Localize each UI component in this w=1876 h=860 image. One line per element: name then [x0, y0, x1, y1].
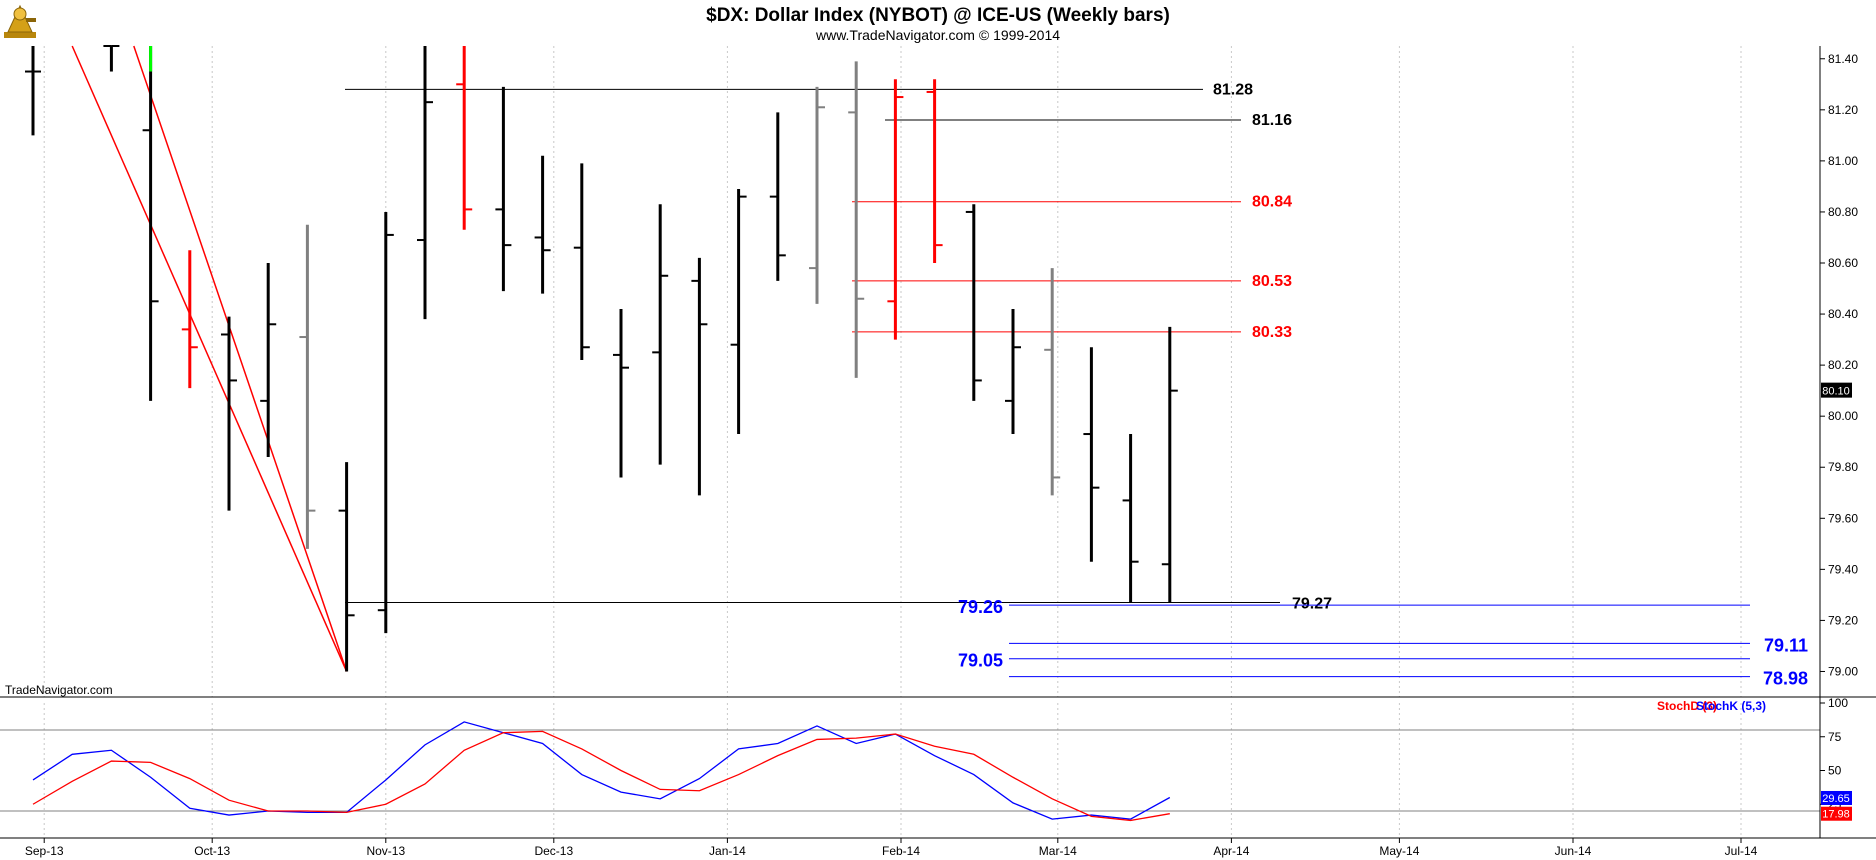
- level-label-81-28: 81.28: [1213, 81, 1253, 98]
- watermark: TradeNavigator.com: [5, 683, 113, 697]
- level-label-81-16: 81.16: [1252, 112, 1292, 129]
- level-label-80-84: 80.84: [1252, 194, 1292, 211]
- ohlc-bar: [652, 204, 669, 465]
- ohlc-bar: [926, 79, 943, 263]
- price-tick-label: 79.00: [1828, 664, 1858, 678]
- ohlc-bar: [456, 46, 473, 230]
- ohlc-bar: [887, 79, 904, 340]
- ohlc-bar: [25, 46, 41, 136]
- ohlc-bar: [103, 45, 120, 72]
- price-tick-label: 80.00: [1828, 409, 1858, 423]
- ohlc-bar: [730, 188, 747, 435]
- level-label-79-11: 79.11: [1764, 635, 1808, 655]
- ohlc-bar: [260, 263, 277, 458]
- last-price-badge: [1821, 382, 1852, 398]
- gridlines: [43, 46, 1742, 838]
- trendline-2: [133, 45, 348, 672]
- ohlc-bar: [809, 86, 825, 304]
- price-tick-label: 81.20: [1828, 103, 1858, 117]
- stochd-badge: [1821, 806, 1852, 821]
- ohlc-bar: [221, 316, 237, 511]
- ohlc-bar: [495, 86, 512, 292]
- level-label-80-53: 80.53: [1252, 273, 1292, 290]
- ohlc-bar: [1122, 434, 1139, 603]
- ohlc-bar: [1083, 347, 1100, 562]
- ohlc-bar: [1161, 326, 1178, 603]
- stochk-legend: StochK (5,3): [1696, 699, 1766, 713]
- x-tick-label: Jun-14: [1555, 844, 1592, 858]
- price-tick-label: 79.60: [1828, 511, 1858, 525]
- ohlc-bar: [1044, 268, 1061, 496]
- ohlc-bar: [181, 250, 198, 389]
- price-tick-label: 81.00: [1828, 154, 1858, 168]
- x-tick-label: Sep-13: [25, 844, 64, 858]
- level-label-80-33: 80.33: [1252, 324, 1292, 341]
- stoch-tick-label: 75: [1828, 730, 1842, 744]
- x-tick-label: Nov-13: [366, 844, 405, 858]
- ohlc-bar: [965, 204, 982, 401]
- ohlc-bar: [848, 61, 865, 378]
- ohlc-bar: [534, 155, 551, 294]
- last-price-label: 80.10: [1822, 386, 1850, 398]
- axes: Sep-13 Oct-13 Nov-13 Dec-13 Jan-14 Feb-14 Mar-…: [0, 46, 1876, 858]
- price-tick-label: 80.60: [1828, 256, 1858, 270]
- chart-subtitle: www.TradeNavigator.com © 1999-2014: [815, 27, 1060, 43]
- stochk-badge: [1821, 790, 1852, 805]
- x-tick-label: Mar-14: [1039, 844, 1077, 858]
- price-tick-label: 80.20: [1828, 358, 1858, 372]
- ohlc-bar: [691, 257, 708, 496]
- x-tick-label: Apr-14: [1213, 844, 1249, 858]
- price-tick-label: 80.80: [1828, 205, 1858, 219]
- level-lines: 81.28 81.16 80.84 80.53 80.33 79.27 79.26 79.11…: [345, 81, 1808, 689]
- trendlines: [71, 45, 348, 672]
- x-tick-label: Dec-13: [534, 844, 573, 858]
- ohlc-bar: [417, 46, 433, 320]
- level-label-78-98: 78.98: [1763, 669, 1808, 689]
- ohlc-bar: [338, 462, 355, 672]
- ohlc-bars: [25, 45, 1178, 672]
- stochd-line: [32, 730, 1170, 822]
- price-tick-label: 81.40: [1828, 52, 1858, 66]
- ohlc-bar: [142, 46, 159, 401]
- trendline-1: [71, 45, 348, 672]
- price-tick-label: 79.40: [1828, 562, 1858, 576]
- stoch-tick-label: 100: [1828, 696, 1848, 710]
- stochd-legend: StochD (3): [1657, 699, 1717, 713]
- ohlc-bar: [377, 211, 394, 634]
- level-label-79-26: 79.26: [958, 597, 1003, 617]
- stoch-tick-label: 50: [1828, 764, 1842, 778]
- chart-title: $DX: Dollar Index (NYBOT) @ ICE-US (Week…: [706, 5, 1170, 26]
- level-label-79-05: 79.05: [958, 651, 1003, 671]
- ohlc-bar: [613, 308, 629, 478]
- x-tick-label: Oct-13: [194, 844, 230, 858]
- x-tick-label: Jul-14: [1725, 844, 1758, 858]
- price-tick-label: 79.80: [1828, 460, 1858, 474]
- stochk-value-label: 29.65: [1822, 793, 1850, 805]
- stochd-value-label: 17.98: [1822, 809, 1850, 821]
- stochk-line: [32, 721, 1171, 820]
- ohlc-bar: [1005, 308, 1021, 435]
- price-tick-label: 80.40: [1828, 307, 1858, 321]
- sextant-logo: [4, 4, 36, 38]
- ohlc-bar: [299, 224, 316, 549]
- x-tick-label: Feb-14: [882, 844, 920, 858]
- ohlc-bar: [573, 163, 590, 361]
- x-tick-label: May-14: [1379, 844, 1419, 858]
- x-tick-label: Jan-14: [709, 844, 746, 858]
- ohlc-bar: [769, 112, 786, 281]
- price-tick-label: 79.20: [1828, 613, 1858, 627]
- level-label-79-27: 79.27: [1292, 596, 1332, 613]
- stochastic-panel: [0, 721, 1820, 822]
